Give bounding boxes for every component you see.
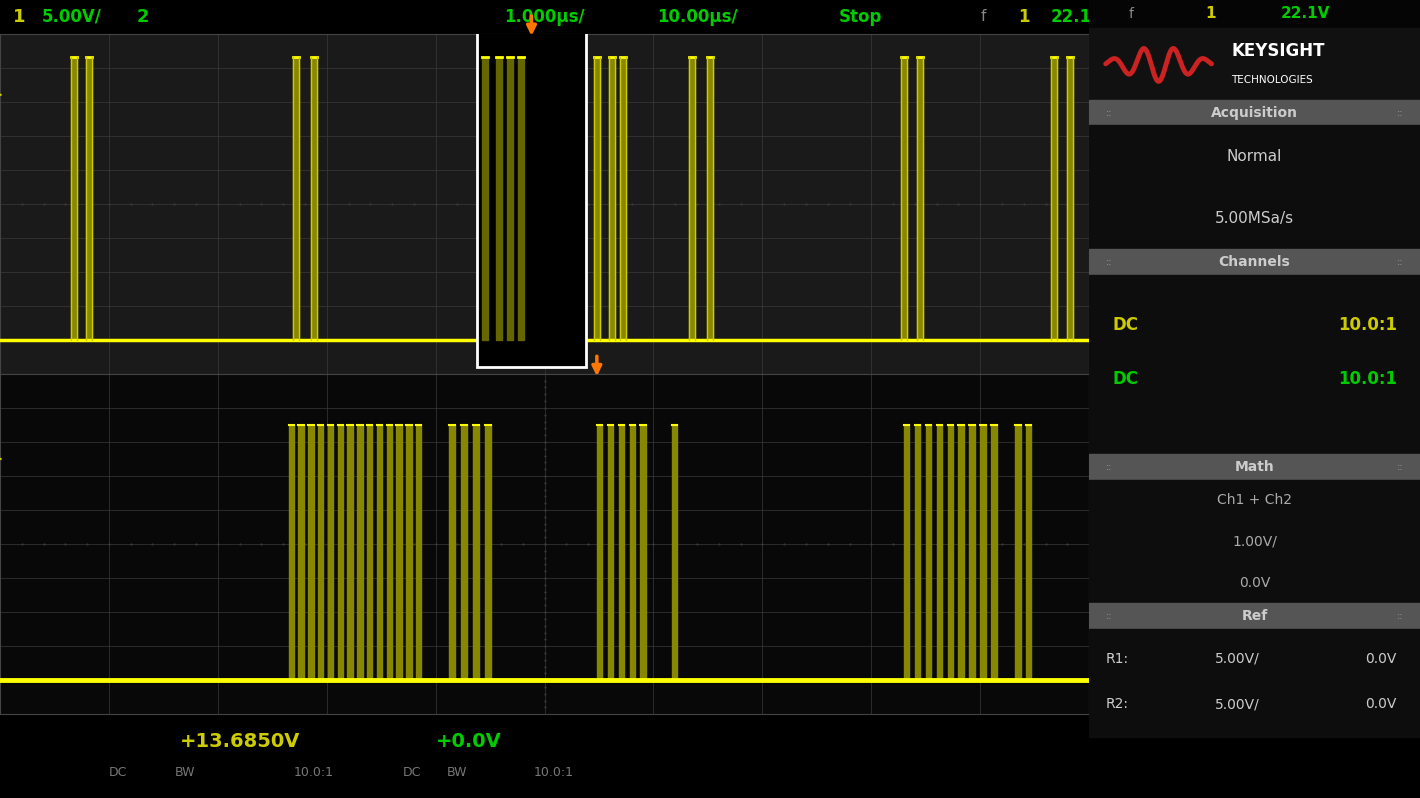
Text: 1: 1 (1206, 6, 1216, 21)
Text: f: f (1129, 6, 1133, 21)
Text: Ch1 + Ch2: Ch1 + Ch2 (1217, 493, 1292, 508)
Text: 10.0:1: 10.0:1 (294, 766, 334, 780)
Bar (1089, 480, 1420, 603)
Text: 0.0V: 0.0V (1366, 652, 1397, 666)
Text: ::: :: (1106, 462, 1112, 472)
Text: ::: :: (1397, 611, 1403, 621)
Text: Stop: Stop (839, 8, 882, 26)
Text: TECHNOLOGIES: TECHNOLOGIES (1231, 75, 1314, 85)
Text: 1.000μs/: 1.000μs/ (504, 8, 585, 26)
Text: BW: BW (446, 766, 467, 780)
Text: ::: :: (1397, 108, 1403, 117)
Text: DC: DC (403, 766, 422, 780)
Text: 5.00V/: 5.00V/ (1216, 697, 1260, 711)
Text: R1:: R1: (1106, 652, 1129, 666)
Text: DC: DC (1112, 316, 1139, 334)
Text: ::: :: (1106, 611, 1112, 621)
Text: DC: DC (109, 766, 128, 780)
Text: Ref: Ref (1241, 609, 1268, 623)
Text: R2:: R2: (1106, 697, 1129, 711)
Text: 5.00V/: 5.00V/ (41, 8, 101, 26)
Bar (477, 26, 586, 367)
Text: 10.0:1: 10.0:1 (1338, 316, 1397, 334)
Text: 5.00V/: 5.00V/ (1216, 652, 1260, 666)
Text: BW: BW (175, 766, 195, 780)
Bar (1089, 100, 1420, 125)
Bar (1089, 28, 1420, 100)
Text: 10.0:1: 10.0:1 (1338, 369, 1397, 388)
Text: ::: :: (1397, 257, 1403, 267)
Text: ::: :: (1397, 462, 1403, 472)
Text: KEYSIGHT: KEYSIGHT (1231, 42, 1325, 60)
Text: Channels: Channels (1218, 255, 1291, 269)
Text: 0.0V: 0.0V (1366, 697, 1397, 711)
Text: 2: 2 (136, 8, 149, 26)
Bar (1089, 125, 1420, 249)
Text: 0.0V: 0.0V (1238, 575, 1271, 590)
Text: DC: DC (1112, 369, 1139, 388)
Text: 22.1V: 22.1V (1281, 6, 1331, 21)
Text: 1: 1 (1018, 8, 1030, 26)
Text: f: f (980, 10, 985, 24)
Bar (1089, 0, 1420, 27)
Text: 1.00V/: 1.00V/ (1233, 535, 1277, 548)
Text: 5.00MSa/s: 5.00MSa/s (1216, 211, 1294, 226)
Text: ::: :: (1106, 257, 1112, 267)
Text: +13.6850V: +13.6850V (179, 732, 300, 751)
Text: Math: Math (1235, 460, 1274, 474)
Text: +0.0V: +0.0V (436, 732, 501, 751)
Text: Acquisition: Acquisition (1211, 105, 1298, 120)
Bar (1089, 249, 1420, 275)
Text: 10.00μs/: 10.00μs/ (656, 8, 737, 26)
Text: 1: 1 (13, 8, 26, 26)
Text: Normal: Normal (1227, 148, 1282, 164)
Bar (1089, 454, 1420, 480)
Bar (1089, 275, 1420, 454)
Bar (1089, 603, 1420, 629)
Text: 10.0:1: 10.0:1 (534, 766, 574, 780)
Text: ::: :: (1106, 108, 1112, 117)
Bar (1089, 629, 1420, 737)
Text: 22.1V: 22.1V (1051, 8, 1105, 26)
